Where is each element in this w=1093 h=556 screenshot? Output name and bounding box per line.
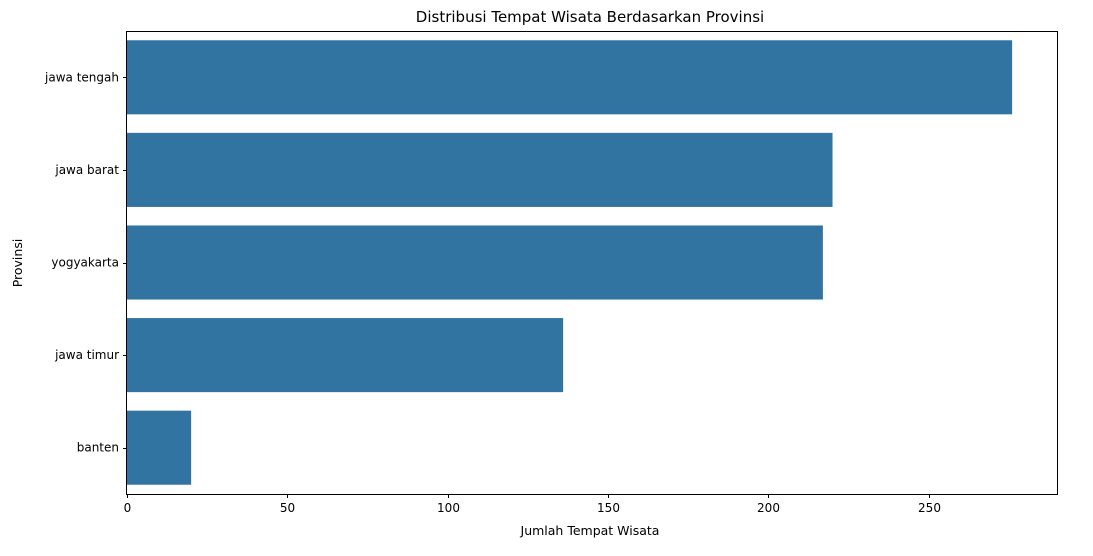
y-tick-label: banten [77,441,119,455]
bar-yogyakarta [127,225,823,300]
x-tick-label: 200 [757,501,780,515]
plot-area-frame [126,31,1058,495]
x-tick-label: 100 [437,501,460,515]
bar-banten [127,410,192,485]
x-ticks-group: 0 50 100 150 200 250 [124,494,941,515]
x-tick-label: 250 [918,501,941,515]
x-tick-label: 0 [124,501,132,515]
bar-jawa-tengah [127,40,1013,115]
x-tick-label: 50 [280,501,295,515]
y-tick-label: jawa tengah [44,70,119,84]
x-tick-label: 150 [597,501,620,515]
y-tick-label: jawa barat [54,163,119,177]
y-axis-label: Provinsi [10,239,25,288]
y-ticks-group: jawa tengah jawa barat yogyakarta jawa timu… [44,70,127,455]
chart-title: Distribusi Tempat Wisata Berdasarkan Pro… [416,8,764,26]
x-axis-label: Jumlah Tempat Wisata [520,523,660,538]
y-tick-label: jawa timur [54,348,119,362]
bars-group [127,40,1013,485]
bar-jawa-timur [127,318,564,393]
bar-jawa-barat [127,132,833,207]
y-tick-label: yogyakarta [51,256,119,270]
